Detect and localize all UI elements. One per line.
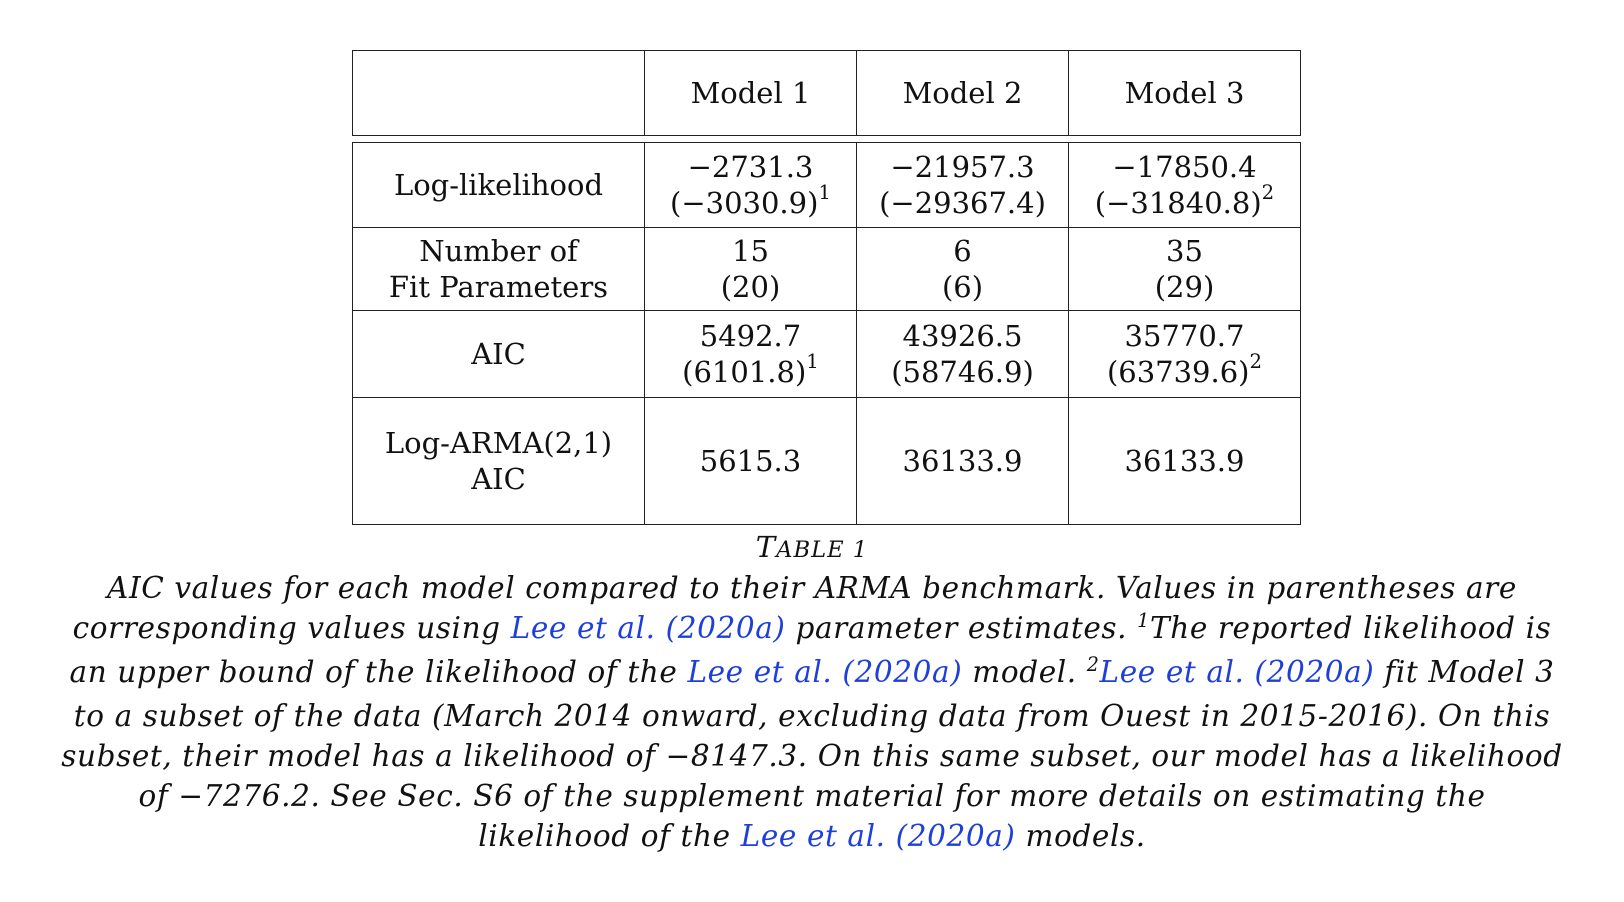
header-model-2: Model 2 — [856, 50, 1069, 136]
row-label-number-of-fit-parameters: Number of Fit Parameters — [352, 227, 645, 311]
table-row: Log-ARMA(2,1) AIC 5615.3 36133.9 36133.9 — [352, 397, 1301, 525]
table-cell: 35 (29) — [1068, 227, 1301, 311]
citation-link[interactable]: Lee et al. (2020a) — [740, 819, 1016, 853]
table-cell: 36133.9 — [856, 397, 1069, 525]
table-row: AIC 5492.7 (6101.8)1 43926.5 (58746.9) 3… — [352, 310, 1301, 398]
table-caption: AIC values for each model compared to th… — [61, 571, 1563, 853]
table-header-row: Model 1 Model 2 Model 3 — [352, 50, 1301, 136]
header-cell-empty — [352, 50, 645, 136]
table-cell: 6 (6) — [856, 227, 1069, 311]
citation-link[interactable]: Lee et al. (2020a) — [510, 611, 786, 645]
citation-link[interactable]: Lee et al. (2020a) — [1099, 655, 1375, 689]
row-label-aic: AIC — [352, 310, 645, 398]
row-label-log-likelihood: Log-likelihood — [352, 142, 645, 228]
table-cell: −2731.3 (−3030.9)1 — [644, 142, 857, 228]
table-caption-title: Table 1 — [755, 530, 869, 564]
table-cell: 15 (20) — [644, 227, 857, 311]
table-row: Number of Fit Parameters 15 (20) 6 (6) 3… — [352, 227, 1301, 311]
row-label-log-arma-aic: Log-ARMA(2,1) AIC — [352, 397, 645, 525]
table-cell: 5492.7 (6101.8)1 — [644, 310, 857, 398]
table-cell: −21957.3 (−29367.4) — [856, 142, 1069, 228]
header-model-3: Model 3 — [1068, 50, 1301, 136]
results-table: Model 1 Model 2 Model 3 Log-likelihood −… — [352, 50, 1301, 525]
header-model-1: Model 1 — [644, 50, 857, 136]
citation-link[interactable]: Lee et al. (2020a) — [687, 655, 963, 689]
table-row: Log-likelihood −2731.3 (−3030.9)1 −21957… — [352, 142, 1301, 228]
table-cell: 36133.9 — [1068, 397, 1301, 525]
table-cell: 35770.7 (63739.6)2 — [1068, 310, 1301, 398]
table-cell: 5615.3 — [644, 397, 857, 525]
table-cell: −17850.4 (−31840.8)2 — [1068, 142, 1301, 228]
table-cell: 43926.5 (58746.9) — [856, 310, 1069, 398]
